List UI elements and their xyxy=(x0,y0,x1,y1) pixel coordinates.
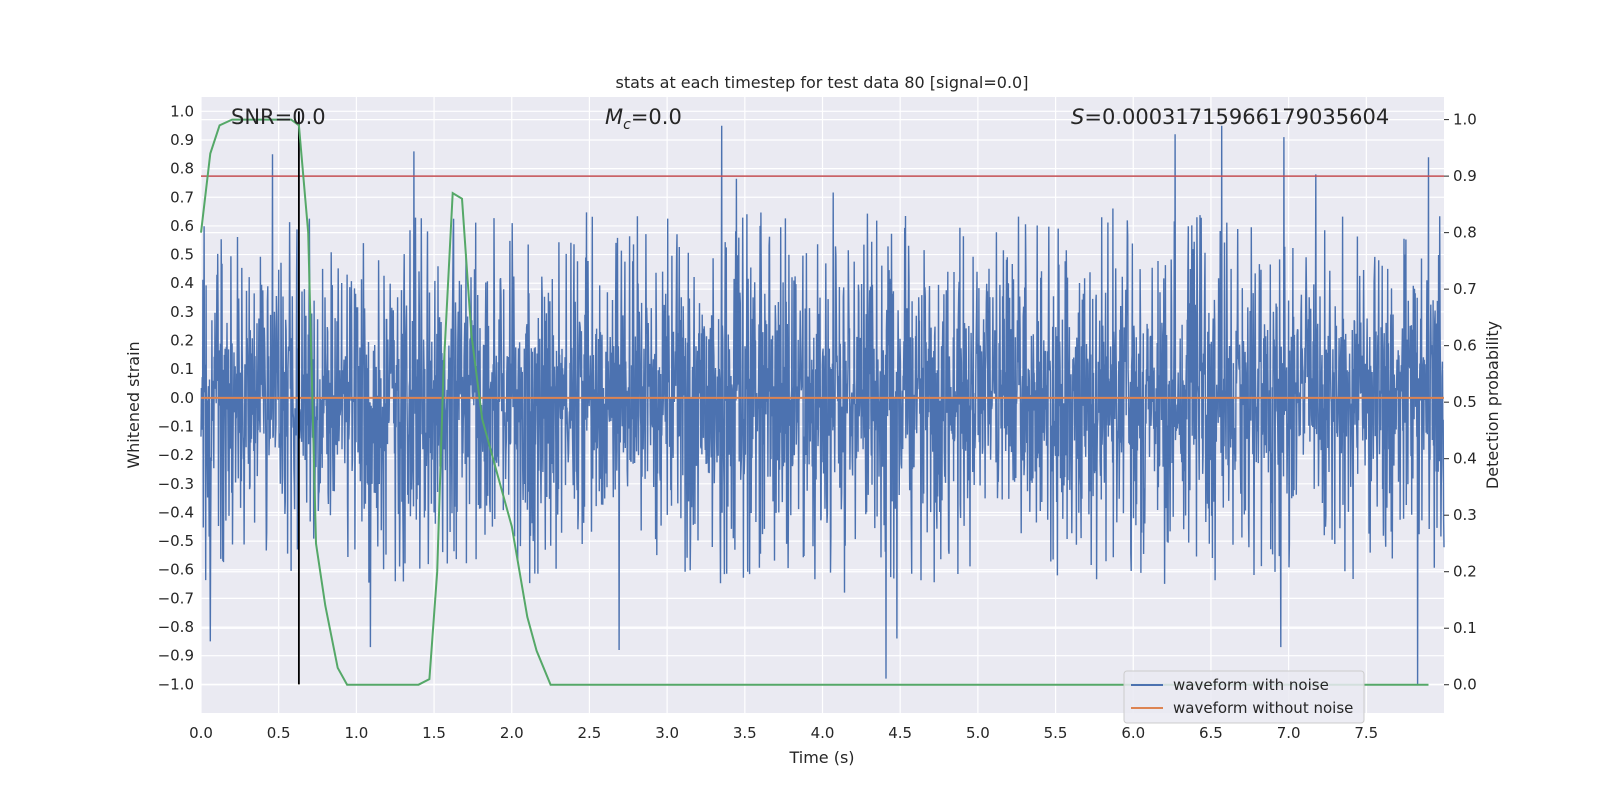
y-axis-label: Whitened strain xyxy=(124,341,143,468)
x-tick-label: 3.5 xyxy=(733,724,757,742)
y-tick-label: −0.3 xyxy=(158,475,194,493)
mc-subscript: c xyxy=(623,117,631,133)
snr-annotation: SNR=0.0 xyxy=(231,105,326,129)
x-tick-label: 6.5 xyxy=(1199,724,1223,742)
s-value: =0.00031715966179035604 xyxy=(1084,105,1389,129)
y2-tick-label: 1.0 xyxy=(1453,111,1477,129)
y-tick-label: 1.0 xyxy=(170,102,194,120)
y2-tick-label: 0.7 xyxy=(1453,280,1477,298)
y2-tick-label: 0.8 xyxy=(1453,224,1477,242)
detection-probability-line xyxy=(200,118,1429,686)
y2-tick-label: 0.9 xyxy=(1453,167,1477,185)
x-tick-label: 0.0 xyxy=(189,724,213,742)
legend-label-without-noise: waveform without noise xyxy=(1173,699,1353,717)
x-tick-label: 4.5 xyxy=(888,724,912,742)
x-tick-label: 6.0 xyxy=(1121,724,1145,742)
y-tick-label: −0.5 xyxy=(158,532,194,550)
x-tick-label: 5.5 xyxy=(1044,724,1068,742)
y-axis-right-ticks: 0.0 0.1 0.2 0.3 0.4 0.5 0.6 0.7 0.8 0.9 1.0 xyxy=(1444,111,1477,694)
y-tick-label: −0.4 xyxy=(158,503,194,521)
y-tick-label: −1.0 xyxy=(158,675,194,693)
y2-tick-label: 0.5 xyxy=(1453,393,1477,411)
mc-symbol: M xyxy=(605,105,623,129)
x-tick-label: 1.5 xyxy=(422,724,446,742)
y-tick-label: 0.6 xyxy=(170,217,194,235)
y-tick-label: 0.5 xyxy=(170,246,194,264)
y-tick-label: 0.0 xyxy=(170,389,194,407)
x-tick-label: 1.0 xyxy=(344,724,368,742)
x-tick-label: 3.0 xyxy=(655,724,679,742)
y2-tick-label: 0.0 xyxy=(1453,676,1477,694)
y-tick-label: −0.9 xyxy=(158,647,194,665)
overlays xyxy=(200,111,1444,686)
y-tick-label: 0.4 xyxy=(170,274,194,292)
y-tick-label: −0.8 xyxy=(158,618,194,636)
y-tick-label: −0.7 xyxy=(158,589,194,607)
y2-axis-label: Detection probability xyxy=(1483,321,1502,489)
waveform-with-noise-line xyxy=(200,125,1445,685)
y-tick-label: −0.6 xyxy=(158,561,194,579)
y2-tick-label: 0.2 xyxy=(1453,563,1477,581)
mc-annotation: Mc=0.0 xyxy=(605,105,682,133)
x-tick-label: 2.0 xyxy=(500,724,524,742)
x-tick-label: 2.5 xyxy=(578,724,602,742)
y-tick-label: 0.1 xyxy=(170,360,194,378)
x-axis-ticks: 0.0 0.5 1.0 1.5 2.0 2.5 3.0 3.5 4.0 4.5 5.0 5.5 6.0 6… xyxy=(189,724,1378,742)
s-annotation: S=0.00031715966179035604 xyxy=(1071,105,1389,129)
x-tick-label: 5.0 xyxy=(966,724,990,742)
series-waveform-with-noise xyxy=(200,125,1445,685)
y-tick-label: 0.7 xyxy=(170,188,194,206)
y-axis-left-ticks: 1.0 0.9 0.8 0.7 0.6 0.5 0.4 0.3 0.2 0.1 0.0 −0.1 −0.… xyxy=(158,102,194,693)
x-tick-label: 7.0 xyxy=(1277,724,1301,742)
y-tick-label: 0.3 xyxy=(170,303,194,321)
x-axis-label: Time (s) xyxy=(788,748,854,767)
x-tick-label: 7.5 xyxy=(1354,724,1378,742)
legend-label-with-noise: waveform with noise xyxy=(1173,676,1329,694)
y-tick-label: −0.1 xyxy=(158,417,194,435)
chart-title: stats at each timestep for test data 80 … xyxy=(616,73,1029,92)
y-tick-label: −0.2 xyxy=(158,446,194,464)
legend: waveform with noise waveform without noi… xyxy=(1123,670,1365,724)
y2-tick-label: 0.1 xyxy=(1453,619,1477,637)
y-tick-label: 0.2 xyxy=(170,332,194,350)
y-tick-label: 0.9 xyxy=(170,131,194,149)
y2-tick-label: 0.3 xyxy=(1453,506,1477,524)
x-tick-label: 4.0 xyxy=(811,724,835,742)
y-tick-label: 0.8 xyxy=(170,160,194,178)
s-symbol: S xyxy=(1071,105,1084,129)
y2-tick-label: 0.6 xyxy=(1453,337,1477,355)
y2-tick-label: 0.4 xyxy=(1453,450,1477,468)
legend-box xyxy=(1123,670,1365,724)
mc-value: =0.0 xyxy=(631,105,682,129)
x-tick-label: 0.5 xyxy=(267,724,291,742)
